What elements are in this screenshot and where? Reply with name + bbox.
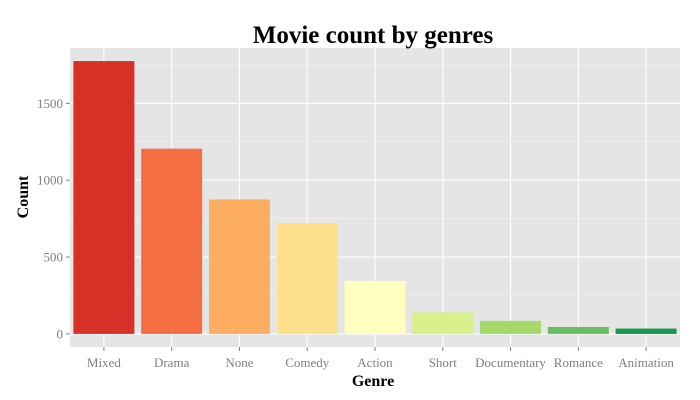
x-axis: Mixed Drama None Comedy Action Short Documenta…	[87, 347, 674, 370]
x-tick-label: Short	[429, 355, 458, 370]
bar-documentary	[480, 320, 542, 334]
bar-none	[208, 199, 270, 334]
y-axis: 0 500 1000 1500	[37, 96, 70, 341]
x-tick-label: Mixed	[87, 355, 121, 370]
bar-comedy	[276, 223, 338, 334]
x-axis-title: Genre	[352, 373, 394, 390]
y-tick-label: 0	[57, 326, 64, 341]
bars	[73, 61, 677, 334]
y-tick-label: 500	[44, 250, 64, 265]
y-axis-title: Count	[15, 175, 32, 218]
bar-drama	[141, 148, 203, 334]
bar-animation	[615, 328, 677, 334]
x-tick-label: Animation	[618, 355, 674, 370]
chart-title: Movie count by genres	[253, 22, 494, 49]
bar-romance	[547, 327, 609, 334]
bar-action	[344, 280, 406, 334]
bar-short	[412, 312, 474, 334]
y-tick-label: 1000	[37, 173, 63, 188]
bar-mixed	[73, 61, 135, 334]
x-tick-label: Comedy	[285, 355, 330, 370]
x-tick-label: Romance	[554, 355, 603, 370]
x-tick-label: Documentary	[475, 355, 546, 370]
x-tick-label: Action	[357, 355, 393, 370]
x-tick-label: None	[225, 355, 253, 370]
y-tick-label: 1500	[37, 96, 63, 111]
x-tick-label: Drama	[154, 355, 190, 370]
